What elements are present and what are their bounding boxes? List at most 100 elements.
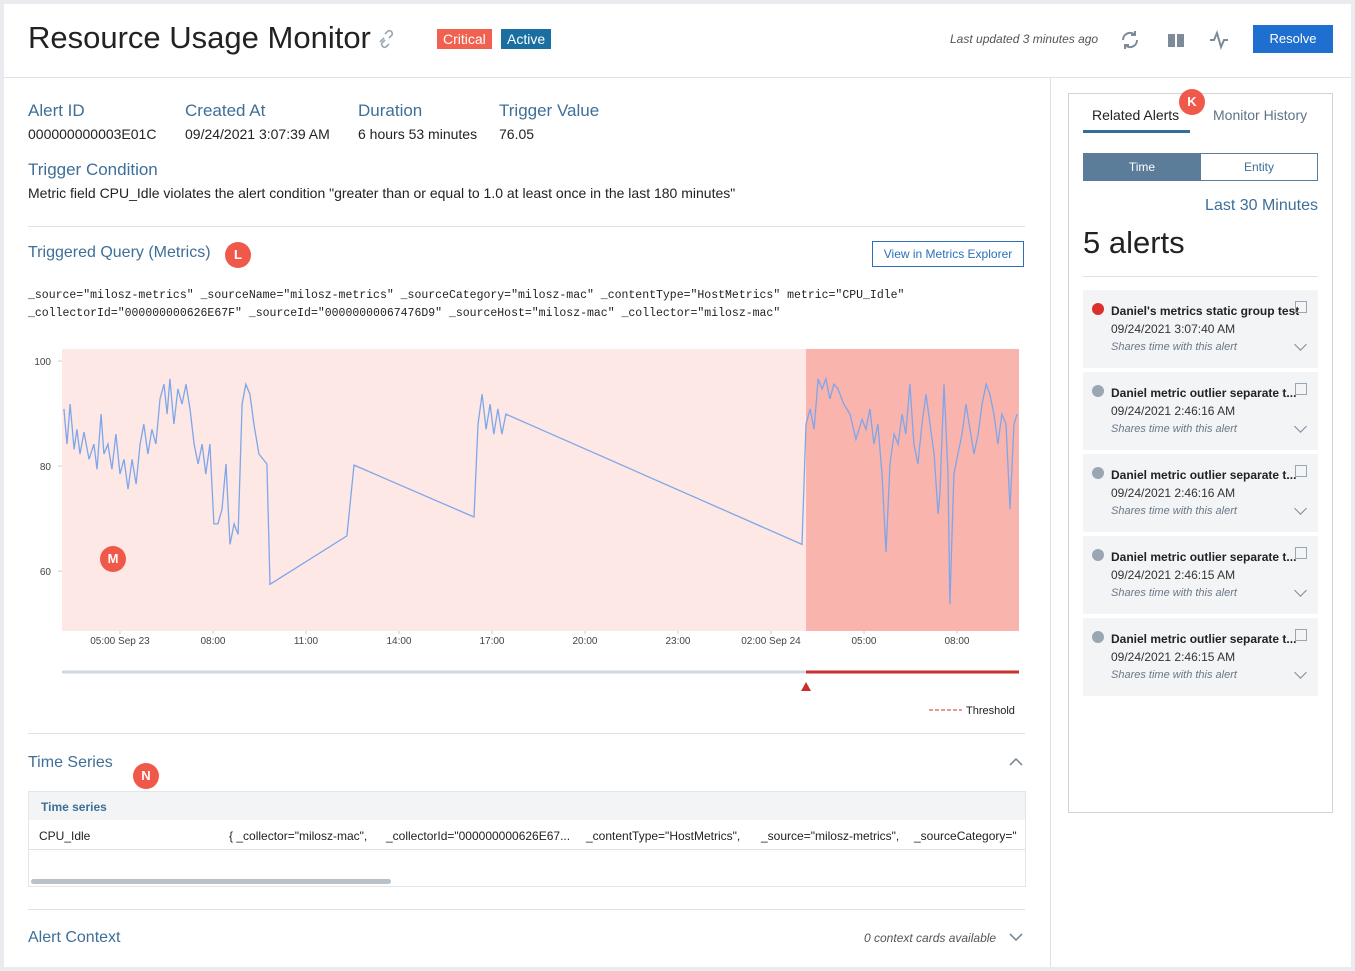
field-value: 76.05 [499, 126, 535, 142]
header [4, 4, 1351, 78]
alert-title: Daniel metric outlier separate t... [1111, 550, 1297, 564]
table-header [29, 792, 1025, 820]
x-tick-label: 08:00 [944, 636, 969, 647]
app: Resource Usage Monitor Critical Active L… [4, 4, 1351, 967]
alert-time: 09/24/2021 3:07:40 AM [1111, 322, 1236, 336]
divider [28, 226, 1025, 227]
alert-note: Shares time with this alert [1111, 669, 1237, 681]
field-label: Trigger Value [499, 101, 600, 120]
status-icon [1092, 303, 1104, 315]
alert-marker [801, 682, 812, 691]
last-updated: Last updated 3 minutes ago [950, 32, 1099, 46]
row-divider [29, 849, 1025, 850]
x-tick-label: 05:00 [851, 636, 876, 647]
toolbar-icons[interactable] [1118, 28, 1248, 52]
scrollbar[interactable] [31, 879, 391, 884]
tab[interactable]: Monitor History [1213, 107, 1308, 123]
annotation: N [133, 763, 159, 789]
expand-icon[interactable] [1008, 931, 1024, 943]
series-name: CPU_Idle [39, 829, 91, 843]
x-tick-label: 20:00 [572, 636, 597, 647]
alert-card [1083, 290, 1318, 368]
trigger-value: Metric field CPU_Idle violates the alert… [28, 185, 736, 201]
alert-time: 09/24/2021 2:46:15 AM [1111, 650, 1236, 664]
alert-context-note: 0 context cards available [864, 931, 997, 945]
x-tick-label: 05:00 Sep 23 [90, 636, 150, 647]
status-icon [1092, 631, 1104, 643]
table-header-cell: Time series [41, 800, 107, 814]
divider [28, 909, 1025, 910]
collapse-icon[interactable] [1008, 756, 1024, 768]
toggle-entity[interactable]: Entity [1200, 153, 1318, 181]
field-label: Created At [185, 101, 266, 120]
badge-critical: Critical [437, 29, 492, 49]
alert-count: 5 alerts [1083, 225, 1185, 260]
annotation: L [225, 242, 251, 268]
open-icon[interactable] [1295, 383, 1307, 395]
open-icon[interactable] [1295, 547, 1307, 559]
tab-active[interactable]: Related Alerts [1092, 107, 1180, 123]
trigger-label: Trigger Condition [28, 160, 158, 179]
alert-context-title: Alert Context [28, 929, 121, 946]
time-series-title: Time Series [28, 754, 113, 771]
resolve-button[interactable]: Resolve [1253, 25, 1333, 53]
field-value: 09/24/2021 3:07:39 AM [185, 126, 330, 142]
query-title: Triggered Query (Metrics) [28, 244, 211, 261]
badge-active: Active [501, 29, 552, 49]
open-icon[interactable] [1295, 629, 1307, 641]
x-tick-label: 08:00 [200, 636, 225, 647]
alert-time: 09/24/2021 2:46:16 AM [1111, 404, 1236, 418]
alert-note: Shares time with this alert [1111, 341, 1237, 353]
y-tick-label: 60 [40, 567, 52, 578]
column-divider [1050, 78, 1051, 967]
status-icon [1092, 467, 1104, 479]
alert-note: Shares time with this alert [1111, 423, 1237, 435]
cell: { _collector="milosz-mac", [229, 829, 368, 843]
y-tick-label: 80 [40, 462, 52, 473]
cell: _contentType="HostMetrics", [586, 829, 741, 843]
field-value: 000000000003E01C [28, 126, 157, 142]
alert-note: Shares time with this alert [1111, 505, 1237, 517]
x-tick-label: 23:00 [665, 636, 690, 647]
annotation: M [100, 546, 126, 572]
toggle-time[interactable]: Time [1083, 153, 1201, 181]
divider [28, 733, 1025, 734]
alert-time: 09/24/2021 2:46:15 AM [1111, 568, 1236, 582]
x-tick-label: 02:00 Sep 24 [741, 636, 801, 647]
status-icon [1092, 385, 1104, 397]
cell: _source="milosz-metrics", [761, 829, 900, 843]
critical-region [806, 349, 1019, 631]
field-value: 6 hours 53 minutes [358, 126, 478, 142]
tab-underline [1083, 130, 1190, 133]
y-tick-label: 100 [34, 357, 51, 368]
link-icon[interactable] [376, 28, 398, 50]
title: Resource Usage Monitor [28, 20, 371, 55]
query-line: _collectorId="000000000626E67F" _sourceI… [28, 307, 781, 320]
chart: 60 80 100 05:00 Sep 23 08:00 11:00 14:00 17:00 2… [34, 349, 1019, 717]
time-series-table: Time series CPU_Idle { _collector="milos… [28, 791, 1026, 887]
metrics-explorer-button[interactable]: View in Metrics Explorer [872, 241, 1024, 267]
alert-title: Daniel's metrics static group test [1111, 304, 1300, 318]
range: Last 30 Minutes [1205, 197, 1318, 214]
x-tick-label: 14:00 [386, 636, 411, 647]
alert-note: Shares time with this alert [1111, 587, 1237, 599]
series-line [63, 376, 1018, 605]
field-label: Alert ID [28, 101, 85, 120]
alert-time: 09/24/2021 2:46:16 AM [1111, 486, 1236, 500]
open-icon[interactable] [1295, 465, 1307, 477]
alert-title: Daniel metric outlier separate t... [1111, 386, 1297, 400]
alert-title: Daniel metric outlier separate t... [1111, 468, 1297, 482]
query-line: _source="milosz-metrics" _sourceName="mi… [28, 289, 905, 302]
alert-card [1083, 454, 1318, 532]
alert-card [1083, 618, 1318, 696]
annotation: K [1179, 89, 1205, 115]
open-icon[interactable] [1295, 301, 1307, 313]
x-tick-label: 11:00 [294, 636, 319, 647]
field-label: Duration [358, 101, 423, 120]
divider [1083, 276, 1318, 277]
alert-card [1083, 372, 1318, 450]
threshold-label: Threshold [966, 705, 1015, 717]
alert-title: Daniel metric outlier separate t... [1111, 632, 1297, 646]
